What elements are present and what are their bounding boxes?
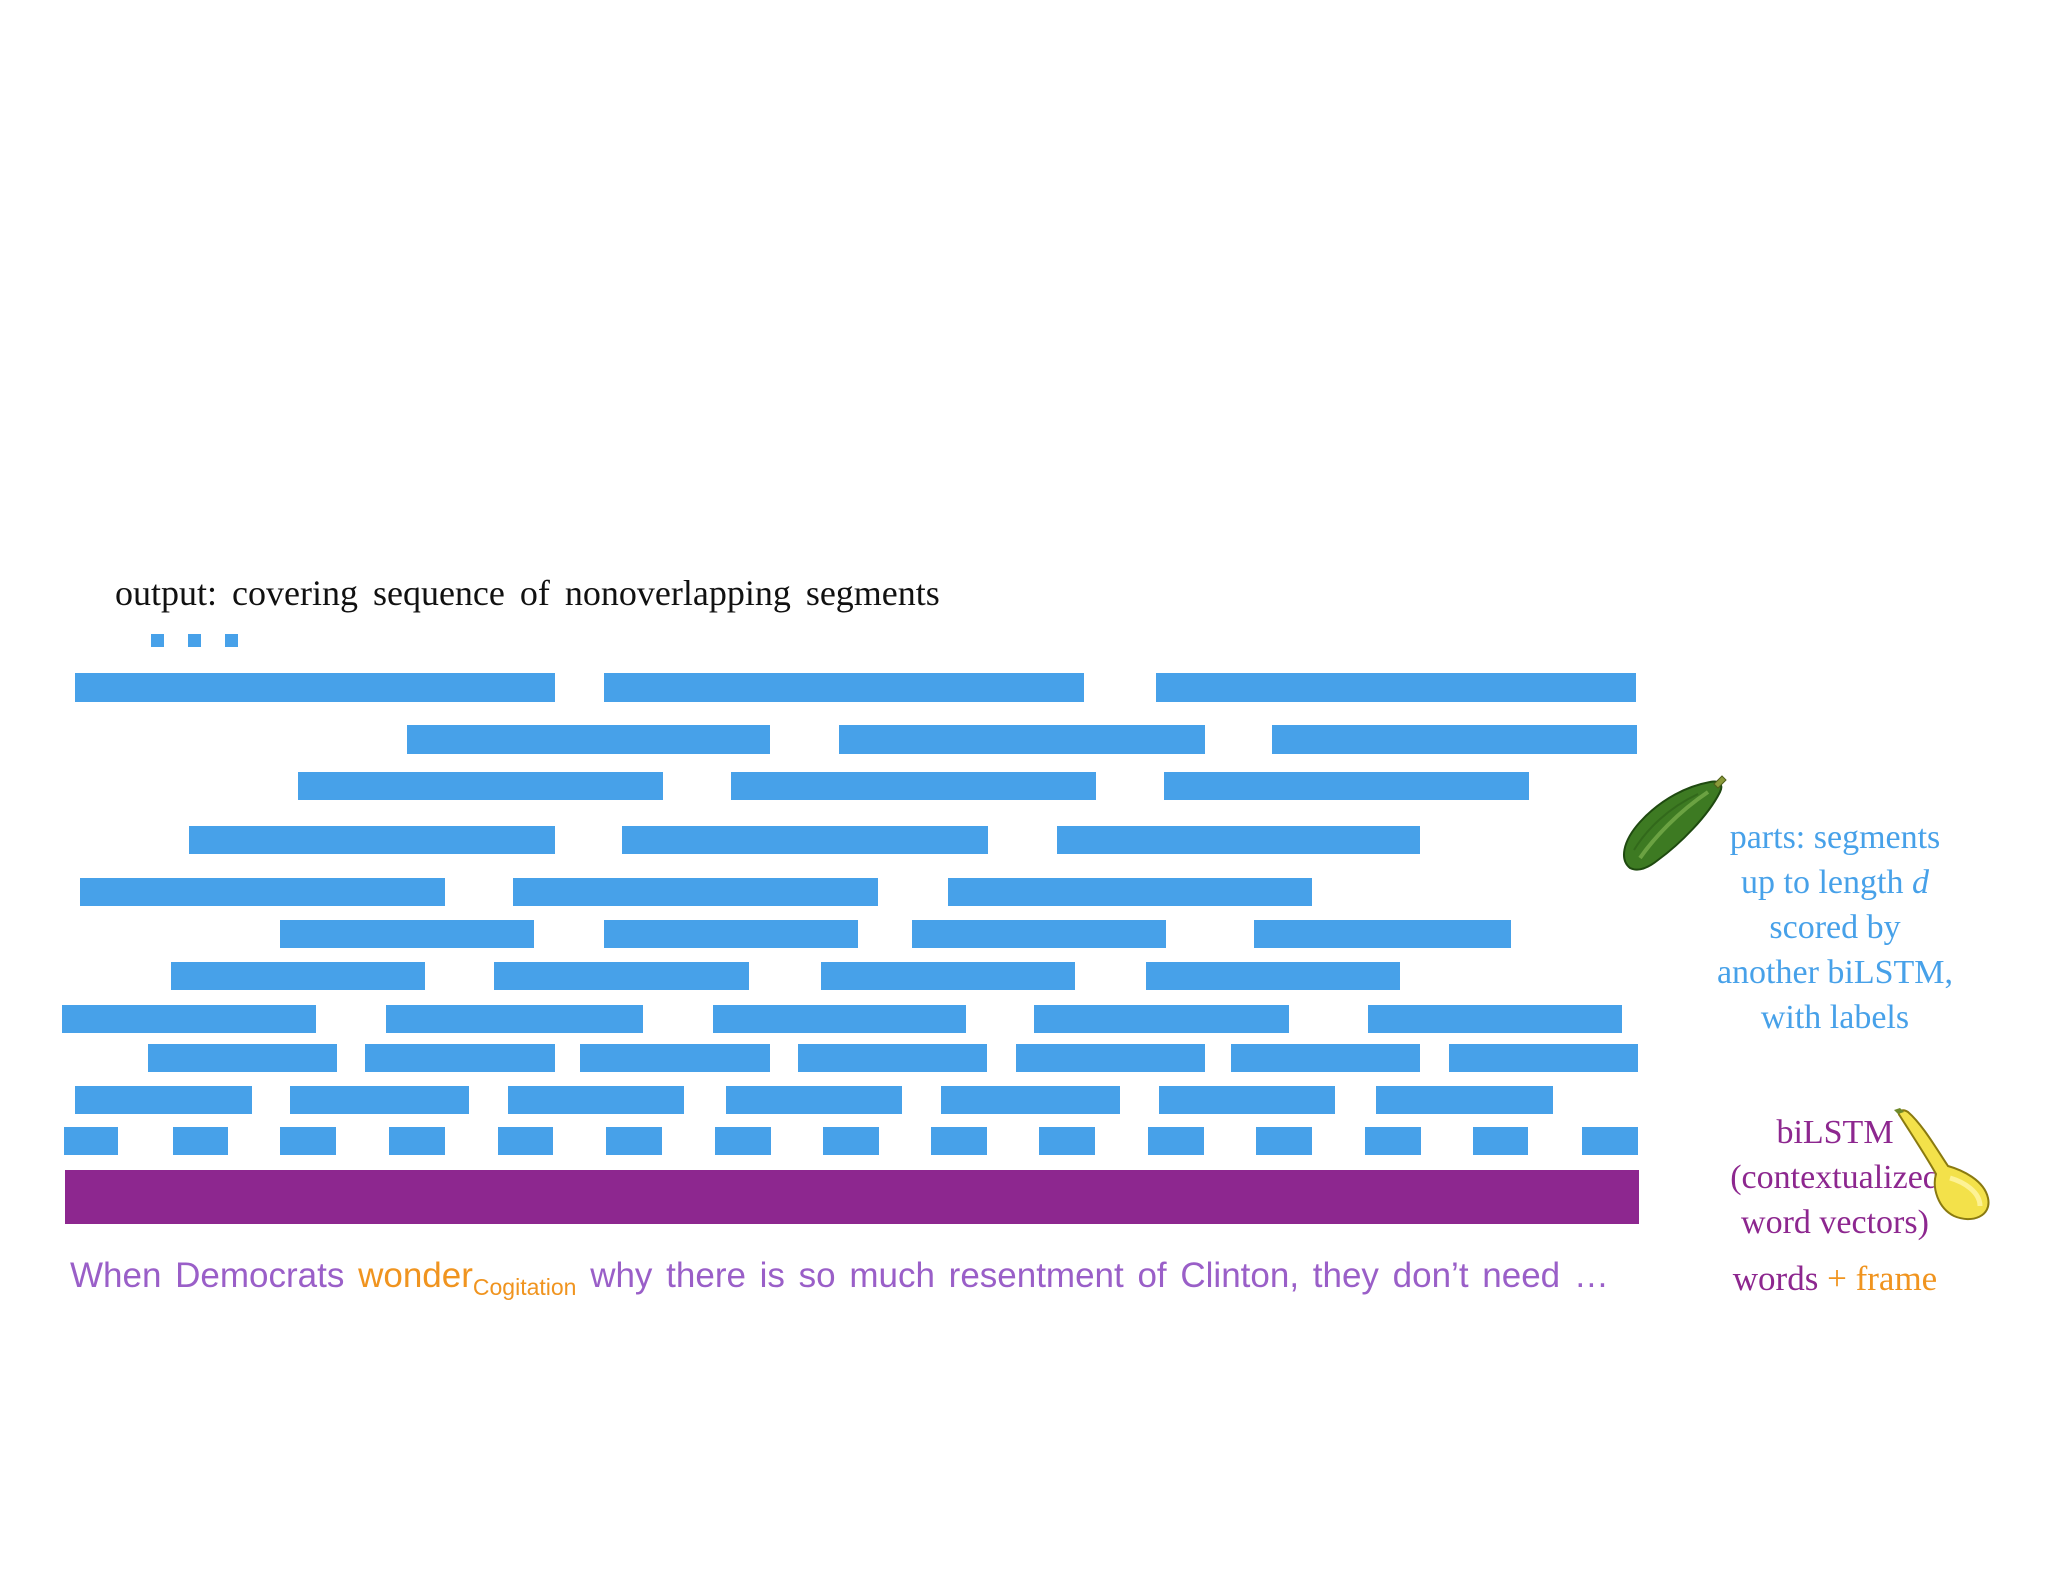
segment-bar <box>1146 962 1400 990</box>
parts-label: parts: segments up to length d scored by… <box>1690 815 1980 1040</box>
ellipsis-dot <box>225 634 238 647</box>
segment-bar <box>1039 1127 1095 1155</box>
segment-bar <box>75 673 555 702</box>
segment-bar <box>622 826 988 854</box>
segment-bar <box>823 1127 879 1155</box>
legend: words + frame <box>1690 1256 1980 1301</box>
segment-bar <box>1368 1005 1622 1033</box>
segment-bar <box>1376 1086 1553 1114</box>
legend-plus: + <box>1827 1259 1847 1298</box>
length-variable: d <box>1911 864 1929 901</box>
ellipsis-dot <box>151 634 164 647</box>
segment-bar <box>508 1086 684 1114</box>
bilstm-line-3: word vectors) <box>1741 1204 1929 1241</box>
segment-bar <box>1365 1127 1421 1155</box>
segment-bar <box>498 1127 553 1155</box>
zucchini-icon <box>1623 775 1727 871</box>
segment-bar <box>948 878 1312 906</box>
segment-bar <box>1034 1005 1289 1033</box>
segment-bar <box>715 1127 771 1155</box>
segment-bar <box>171 962 425 990</box>
legend-words: words <box>1732 1259 1819 1298</box>
segment-bar <box>1582 1127 1638 1155</box>
segment-bar <box>407 725 770 754</box>
segment-bar <box>513 878 878 906</box>
segment-bar <box>62 1005 316 1033</box>
sentence-after: why there is so much resentment of Clint… <box>576 1256 1609 1295</box>
parts-line-4: another biLSTM, <box>1716 954 1954 991</box>
target-word: wonder <box>358 1256 473 1295</box>
parts-line-2: up to length d <box>1690 860 1980 905</box>
segment-bar <box>75 1086 252 1114</box>
segment-bar <box>941 1086 1120 1114</box>
yellow-squash-icon <box>1894 1108 1990 1221</box>
segment-bar <box>726 1086 902 1114</box>
segment-bar <box>1254 920 1511 948</box>
ellipsis-dot <box>188 634 201 647</box>
segment-bar <box>1164 772 1529 800</box>
segment-bar <box>1057 826 1420 854</box>
segment-bar <box>280 920 534 948</box>
legend-frame: frame <box>1855 1259 1938 1298</box>
segment-bar <box>1272 725 1637 754</box>
segment-bar <box>931 1127 987 1155</box>
segment-bar <box>912 920 1166 948</box>
segment-bar <box>189 826 555 854</box>
segment-bar <box>731 772 1096 800</box>
bilstm-bar <box>65 1170 1639 1224</box>
segment-bar <box>80 878 445 906</box>
segment-bar <box>604 673 1084 702</box>
diagram-title: output: covering sequence of nonoverlapp… <box>115 573 940 613</box>
segment-bar <box>798 1044 987 1072</box>
segment-bar <box>713 1005 966 1033</box>
segment-bar <box>389 1127 445 1155</box>
segment-bar <box>839 725 1205 754</box>
segment-bar <box>148 1044 337 1072</box>
sentence-before: When Democrats <box>70 1256 359 1295</box>
bilstm-label: biLSTM (contextualized word vectors) <box>1690 1110 1980 1245</box>
bilstm-line-2: (contextualized <box>1730 1159 1940 1196</box>
parts-line-5: with labels <box>1760 999 1910 1036</box>
bilstm-line-1: biLSTM <box>1776 1114 1894 1151</box>
parts-line-1: parts: segments <box>1729 819 1941 856</box>
segment-bar <box>280 1127 336 1155</box>
frame-label: Cogitation <box>472 1274 577 1300</box>
parts-line-3: scored by <box>1769 909 1901 946</box>
segment-bar <box>1148 1127 1204 1155</box>
segment-bar <box>1256 1127 1312 1155</box>
segment-bar <box>173 1127 228 1155</box>
segment-bar <box>580 1044 770 1072</box>
segment-bar <box>1156 673 1636 702</box>
segment-bar <box>64 1127 118 1155</box>
parts-line-2-prefix: up to length <box>1741 864 1912 901</box>
segment-bar <box>494 962 749 990</box>
segment-bar <box>1231 1044 1420 1072</box>
segment-bar <box>386 1005 643 1033</box>
segment-bar <box>1159 1086 1335 1114</box>
segment-bar <box>821 962 1075 990</box>
segment-bar <box>298 772 663 800</box>
segment-bar <box>1473 1127 1528 1155</box>
segment-bar <box>1016 1044 1205 1072</box>
segment-bar <box>290 1086 469 1114</box>
input-sentence: When Democrats wonderCogitation why ther… <box>70 1256 1609 1301</box>
segment-bar <box>1449 1044 1638 1072</box>
segment-bar <box>365 1044 555 1072</box>
segment-bar <box>606 1127 662 1155</box>
segment-bar <box>604 920 858 948</box>
